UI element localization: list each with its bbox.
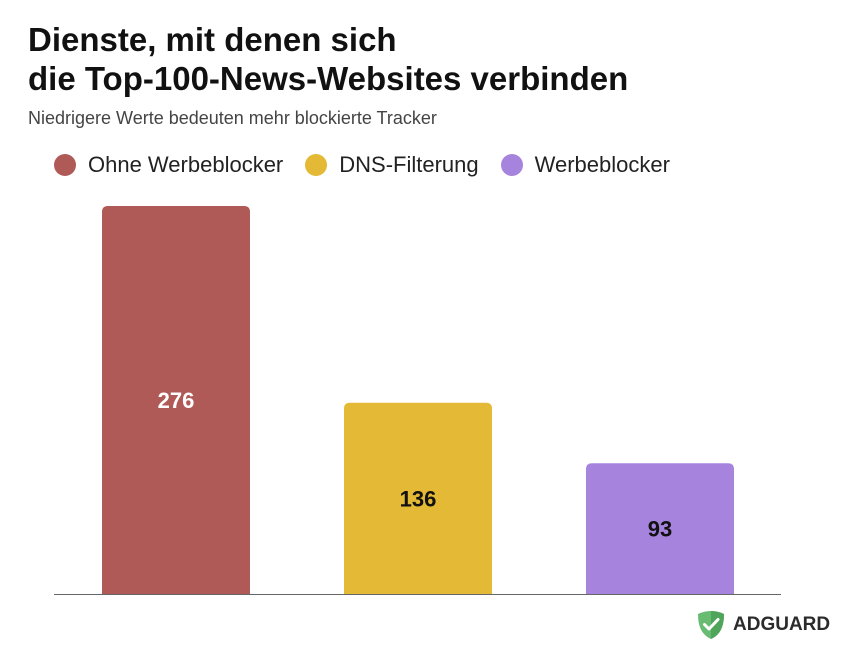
chart-subtitle: Niedrigere Werte bedeuten mehr blockiert… xyxy=(28,108,437,128)
bar-werbeblocker xyxy=(586,463,734,594)
legend-swatch-dns-filterung xyxy=(305,154,328,176)
legend-swatch-werbeblocker xyxy=(500,154,523,176)
legend-item-werbeblocker: Werbeblocker xyxy=(500,152,670,178)
adguard-shield-icon xyxy=(698,611,724,639)
legend-swatch-ohne-werbeblocker xyxy=(54,154,76,176)
bar-dns-filterung xyxy=(344,402,492,594)
legend-label-ohne-werbeblocker: Ohne Werbeblocker xyxy=(88,152,284,177)
legend-label-dns-filterung: DNS-Filterung xyxy=(339,152,479,177)
chart-title-line-1: Dienste, mit denen sich xyxy=(28,21,397,58)
legend-item-dns-filterung: DNS-Filterung xyxy=(305,152,479,178)
chart-legend: Ohne Werbeblocker DNS-Filterung Werbeblo… xyxy=(54,152,670,178)
data-label-werbeblocker: 93 xyxy=(648,517,672,542)
legend-item-ohne-werbeblocker: Ohne Werbeblocker xyxy=(54,152,283,178)
data-label-dns-filterung: 136 xyxy=(400,486,437,511)
chart-title: Dienste, mit denen sich die Top-100-News… xyxy=(28,20,628,98)
bar-ohne-werbeblocker xyxy=(102,206,250,594)
brand-logo: ADGUARD xyxy=(697,610,830,640)
legend-label-werbeblocker: Werbeblocker xyxy=(534,152,670,177)
chart-title-line-2: die Top-100-News-Websites verbinden xyxy=(28,60,629,97)
data-label-ohne-werbeblocker: 276 xyxy=(158,388,195,413)
brand-name: ADGUARD xyxy=(733,614,831,635)
